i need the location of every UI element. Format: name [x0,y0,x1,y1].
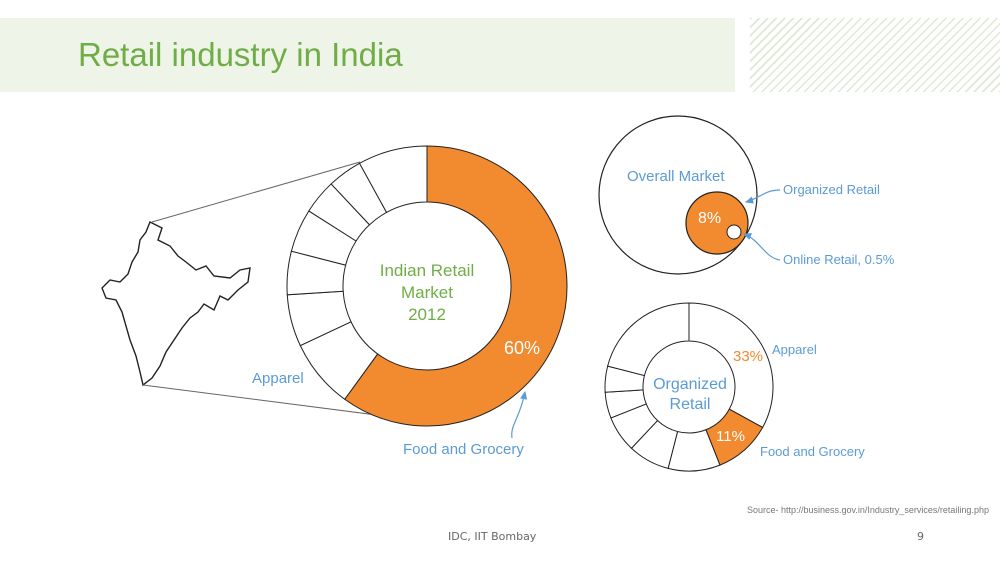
donut-slice-apparel [688,302,774,429]
online-retail-arrow [742,233,781,261]
food-grocery-pct: 60% [504,338,541,358]
apparel-label: Apparel [252,370,304,387]
zoom-line-bottom [142,384,401,419]
slide-title: Retail industry in India [78,36,403,73]
organized-food-label: Food and Grocery [760,444,865,459]
page-number: 9 [917,530,924,543]
source-citation: Source- http://business.gov.in/Industry_… [747,505,989,515]
organized-retail-label: Organized Retail [783,182,880,197]
overall-market-label: Overall Market [627,168,725,185]
header-band [0,18,735,92]
donut-slice-other [607,302,690,377]
center-line: Retail [669,396,711,413]
food-pct: 11% [716,428,745,445]
donut-slice-other [358,145,428,214]
organized-pct: 8% [698,210,722,227]
organized-apparel-label: Apparel [772,342,817,357]
overall-market-circle [598,115,758,275]
donut-slice-food-and-grocery [344,145,568,427]
footer-org: IDC, IIT Bombay [448,530,537,543]
food-grocery-arrow [511,390,528,439]
online-retail-label: Online Retail, 0.5% [783,252,895,267]
food-grocery-label: Food and Grocery [403,441,524,458]
center-line: 2012 [408,305,446,324]
apparel-pct: 33% [733,348,764,365]
organized-donut-center-label: Organized Retail [640,375,740,415]
overall-market-circles [598,115,758,275]
center-line: Indian Retail [379,261,475,280]
center-line: Market [401,283,453,302]
organized-retail-arrow [744,189,781,204]
center-line: Organized [653,376,727,393]
india-map-icon [101,221,251,387]
zoom-line-top [151,161,361,223]
indian-retail-donut [286,145,568,427]
main-donut-center-label: Indian Retail Market 2012 [357,260,497,326]
online-retail-circle [726,224,742,240]
header-hatch-decoration [750,18,1000,92]
organized-retail-donut [604,302,774,472]
